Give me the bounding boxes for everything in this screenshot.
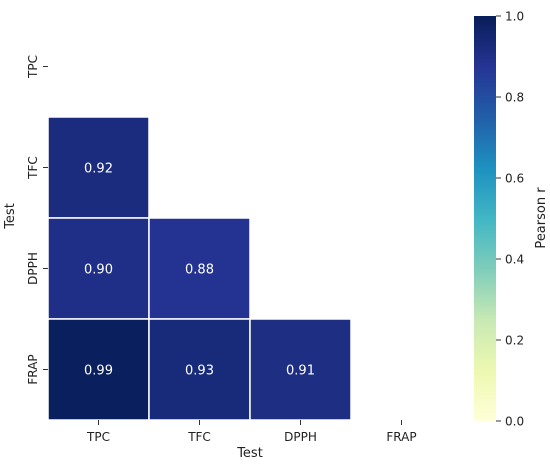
heatmap-cell-tfc-tpc xyxy=(47,116,150,219)
cell-value-label-dpph-tfc: 0.88 xyxy=(185,263,214,278)
heatmap-cell-dpph-tfc xyxy=(148,217,251,320)
cell-value-label-dpph-tpc: 0.90 xyxy=(84,263,113,278)
colorbar-tick-label: 1.0 xyxy=(505,10,524,24)
colorbar xyxy=(474,16,496,421)
cell-value-label-frap-tpc: 0.99 xyxy=(84,364,113,379)
y-tick-label-tpc: TPC xyxy=(26,55,40,79)
colorbar-label: Pearson r xyxy=(534,187,549,249)
cell-value-label-frap-dpph: 0.91 xyxy=(286,364,315,379)
colorbar-tick-label: 0.4 xyxy=(505,253,524,267)
y-tick-label-tfc: TFC xyxy=(26,156,40,180)
x-tick-label-frap: FRAP xyxy=(386,430,416,444)
x-tick-label-tfc: TFC xyxy=(187,430,211,444)
y-tick-label-dpph: DPPH xyxy=(26,252,40,285)
heatmap-cell-frap-tpc xyxy=(47,318,150,421)
cell-value-label-tfc-tpc: 0.92 xyxy=(84,162,113,177)
x-axis-label: Test xyxy=(236,446,263,461)
y-axis-label: Test xyxy=(3,203,18,230)
colorbar-tick-label: 0.0 xyxy=(505,415,524,429)
heatmap-cell-dpph-tpc xyxy=(47,217,150,320)
colorbar-tick-label: 0.6 xyxy=(505,172,524,186)
cell-value-label-frap-tfc: 0.93 xyxy=(185,364,214,379)
colorbar-tick-label: 0.8 xyxy=(505,91,524,105)
heatmap-cell-frap-dpph xyxy=(249,318,352,421)
colorbar-tick-label: 0.2 xyxy=(505,334,524,348)
x-tick-label-dpph: DPPH xyxy=(284,430,317,444)
y-tick-label-frap: FRAP xyxy=(26,354,40,384)
x-tick-label-tpc: TPC xyxy=(86,430,110,444)
